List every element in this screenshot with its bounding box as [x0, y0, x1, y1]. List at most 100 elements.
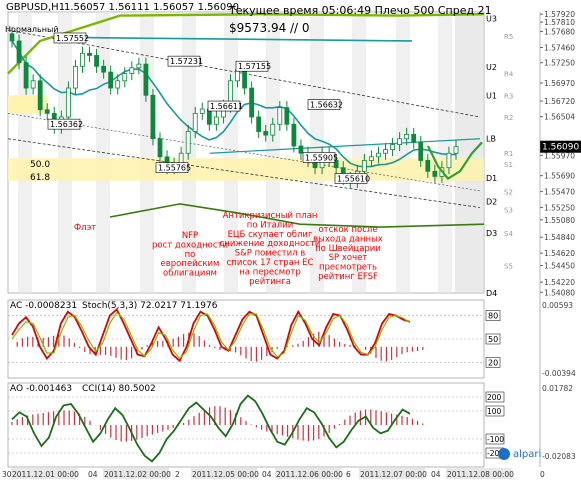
candle-body: [30, 80, 36, 89]
price-tick-label: 1.56720: [544, 97, 575, 106]
annotation-text: Антикризисный план: [223, 211, 318, 221]
stoch-level-label: 50: [488, 335, 498, 344]
cci-pane-frame: [7, 382, 485, 468]
candle-body: [333, 160, 339, 169]
green-band-upper: [7, 12, 485, 75]
session-band: [18, 12, 32, 293]
x-axis-label: 04: [262, 470, 272, 479]
candle-body: [277, 107, 283, 125]
annotation-text: по: [185, 250, 196, 260]
alpari-logo-icon: [498, 448, 510, 460]
pivot-label-s3: S3: [504, 207, 513, 215]
price-tick-label: 1.54220: [544, 278, 575, 287]
x-axis-label: 30: [2, 470, 12, 479]
price-label-box: [207, 100, 241, 112]
candle-body: [37, 80, 43, 111]
price-tick-label: 1.54080: [544, 288, 575, 297]
candle-body: [16, 40, 22, 64]
stoch-level-box: [485, 357, 501, 368]
price-label-box: [235, 60, 269, 72]
stoch-main-line: [11, 307, 411, 363]
candle-body: [101, 65, 107, 73]
annotation-text: облигациям: [163, 269, 217, 279]
candle-body: [418, 141, 424, 161]
price-label-box: [307, 99, 341, 110]
fib-level-label: 50.0: [30, 160, 50, 170]
price-tick-label: 1.54620: [544, 249, 575, 258]
price-label-box: [47, 118, 81, 130]
candle-body: [397, 138, 403, 145]
stoch-signal-line: [11, 311, 411, 360]
projection-band: [455, 12, 484, 293]
resistance-line: [59, 36, 413, 42]
ac-axis-top: 0.00593: [542, 301, 573, 310]
candle-body: [425, 160, 431, 172]
price-label: 1.55905: [305, 153, 338, 162]
alpari-logo: alpari: [498, 445, 544, 463]
x-axis-label-box: [359, 468, 425, 479]
annotation-text: SP хочет: [329, 253, 368, 263]
candle-body: [44, 109, 50, 114]
price-label: 1.55610: [337, 174, 370, 183]
stoch-level-box: [485, 310, 501, 321]
support-line: [209, 138, 481, 154]
candle-body: [65, 87, 71, 118]
annotation-text: рейтинга: [249, 277, 291, 287]
x-axis-label-box: [11, 468, 77, 479]
x-axis-label-box: [275, 468, 341, 479]
header-equity-suffix: // 0: [290, 21, 310, 35]
x-axis-label: 04: [88, 470, 98, 479]
candle-body: [143, 63, 149, 96]
pivot-label-r3: R3: [504, 92, 513, 100]
level-label-d2: D2: [486, 198, 497, 207]
pivot-label-s4: S4: [504, 230, 513, 238]
candle-body: [390, 144, 395, 151]
price-tick-label: 1.54450: [544, 261, 575, 270]
price-tick-label: 1.54840: [544, 233, 575, 242]
pivot-label-s2: S2: [504, 189, 513, 197]
pivot-label-s5: S5: [504, 262, 513, 270]
pivot-label-r4: R4: [504, 71, 514, 79]
annotation-text: список 17 стран ЕС: [227, 258, 314, 268]
candle-body: [94, 55, 99, 67]
price-label: 1.56611: [210, 102, 243, 111]
price-label: 1.55765: [158, 164, 191, 173]
annotation-text: на пересмотр: [239, 267, 301, 277]
candle-body: [213, 116, 219, 125]
price-tick-label: 1.55970: [544, 151, 575, 160]
candle-body: [298, 145, 304, 154]
annotation-text: выхода данных: [313, 234, 383, 244]
candle-body: [383, 149, 388, 154]
level-label-u3: U3: [486, 15, 497, 24]
price-tick-label: 1.57460: [544, 43, 575, 52]
ac-axis-bottom: -0.00394: [542, 369, 576, 378]
cci-level-box: [485, 405, 505, 417]
annotation-text: по Италии: [247, 220, 293, 230]
cci-level-box: [485, 391, 505, 403]
green-band-lower: [109, 203, 485, 228]
price-tick-label: 1.55080: [544, 216, 575, 225]
price-tick-label: 1.57810: [544, 18, 575, 27]
candle-body: [73, 65, 78, 89]
session-band: [396, 12, 410, 293]
candle-body: [23, 62, 29, 89]
price-label: 1.56362: [50, 120, 83, 129]
x-axis-label-box: [103, 468, 169, 479]
candle-body: [369, 156, 374, 161]
annotation-text: рейтинг EFSF: [318, 272, 378, 282]
candle-body: [249, 87, 255, 118]
x-axis-label: 2011.12.05 00:00: [192, 470, 259, 479]
candle-body: [242, 69, 247, 89]
session-band: [266, 12, 280, 293]
annotation-text: ЕЦБ скупает облиг: [228, 230, 313, 240]
candle-body: [256, 116, 262, 132]
header-indicator: Нормальный: [5, 25, 59, 34]
moving-average: [11, 40, 457, 168]
stoch-level-label: 80: [488, 312, 498, 321]
session-band: [352, 12, 366, 293]
x-axis-label: 2011.12.01 00:00: [12, 470, 79, 479]
price-tick-label: 1.56970: [544, 79, 575, 88]
x-axis-label: 0: [540, 470, 545, 479]
price-tick-label: 1.55250: [544, 204, 575, 213]
cci-line: [11, 394, 411, 463]
